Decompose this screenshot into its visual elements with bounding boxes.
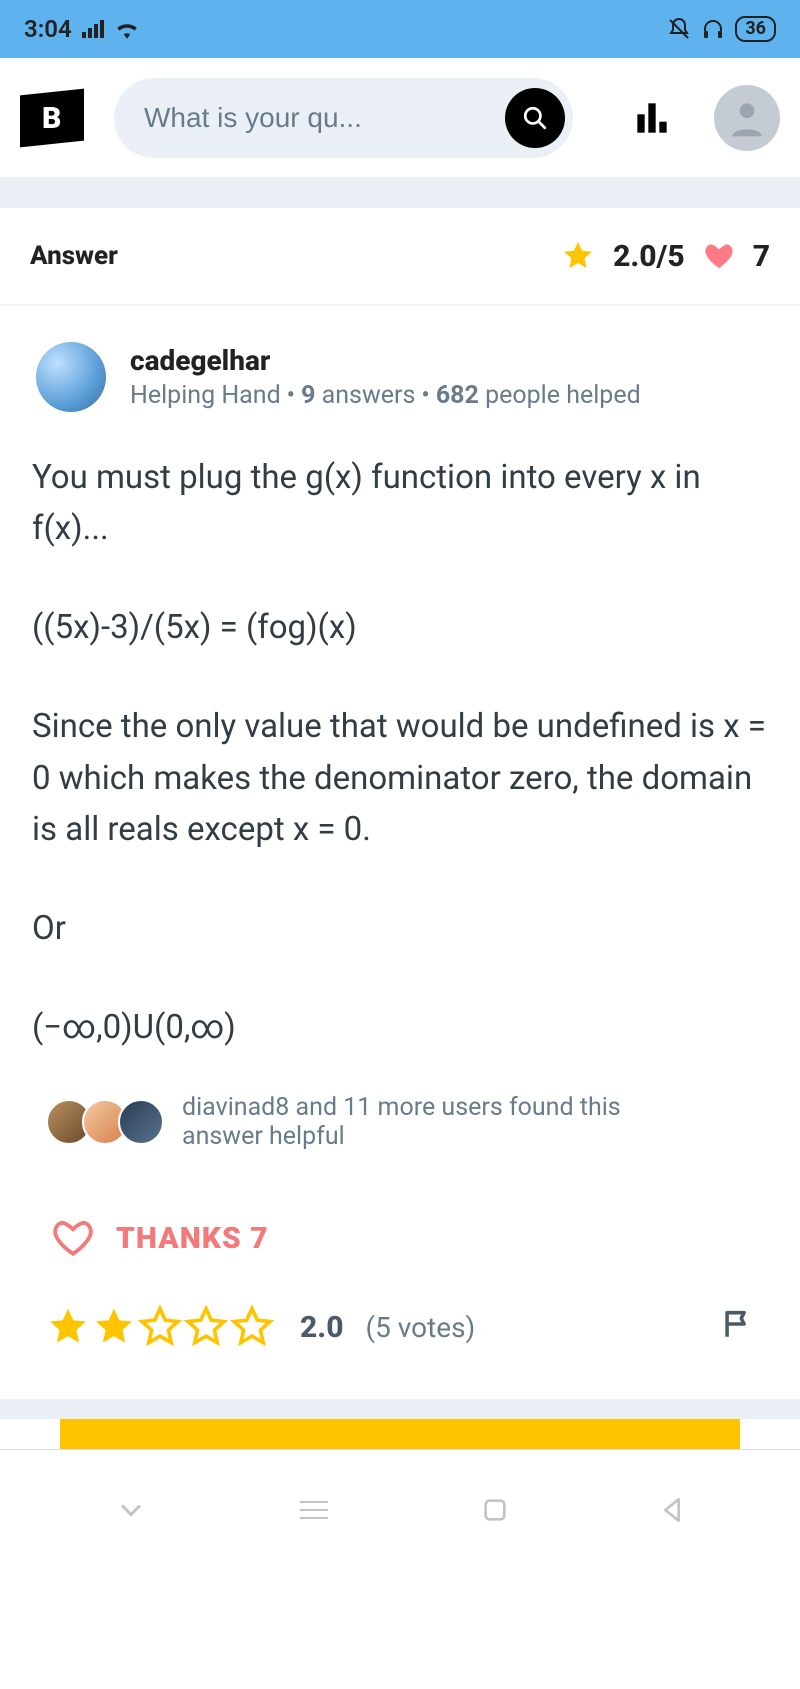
app-header: B (0, 58, 800, 178)
author-rank: Helping Hand (130, 381, 281, 410)
rating-text: 2.0/5 (613, 239, 685, 274)
search-icon (522, 105, 548, 131)
rating-votes: (5 votes) (366, 1311, 476, 1344)
battery-level: 36 (735, 16, 776, 42)
mute-icon (667, 17, 691, 41)
author-helped-word: people helped (485, 381, 641, 410)
headphones-icon (701, 17, 725, 41)
signal-icon (82, 20, 104, 38)
heart-icon (703, 240, 735, 272)
status-right: 36 (667, 16, 776, 42)
ad-banner[interactable] (60, 1419, 740, 1449)
section-divider (0, 178, 800, 208)
answer-paragraph: You must plug the g(x) function into eve… (32, 452, 768, 554)
section-divider (0, 1399, 800, 1419)
answer-header-row: Answer 2.0/5 7 (0, 208, 800, 306)
helpful-avatars[interactable] (46, 1099, 164, 1145)
helpful-text: diavinad8 and 11 more users found this a… (182, 1093, 702, 1151)
helpful-row: diavinad8 and 11 more users found this a… (0, 1093, 800, 1181)
flag-icon (720, 1307, 754, 1341)
android-status-bar: 3:04 36 (0, 0, 800, 58)
answer-label: Answer (30, 241, 118, 271)
rating-row: 2.0 (5 votes) (0, 1279, 800, 1389)
thanks-label: THANKS 7 (116, 1221, 269, 1256)
author-avatar[interactable] (36, 342, 106, 412)
star-icon (561, 239, 595, 273)
author-answers-word: answers (322, 381, 416, 410)
brainly-logo[interactable]: B (20, 88, 84, 147)
author-answers-count: 9 (301, 381, 315, 410)
wifi-icon (114, 19, 140, 39)
answer-paragraph: ((5x)-3)/(5x) = (fog)(x) (32, 602, 768, 653)
answer-body: You must plug the g(x) function into eve… (0, 422, 800, 1093)
android-nav-bar (0, 1450, 800, 1570)
answer-paragraph: Or (32, 903, 768, 954)
home-icon[interactable] (479, 1494, 511, 1526)
answer-meta: 2.0/5 7 (561, 239, 770, 274)
author-info: cadegelhar Helping Hand•9 answers•682 pe… (130, 344, 641, 410)
star-icon[interactable] (138, 1305, 182, 1349)
star-icon[interactable] (230, 1305, 274, 1349)
thanks-count: 7 (753, 239, 770, 274)
rating-score: 2.0 (300, 1310, 344, 1345)
star-icon[interactable] (184, 1305, 228, 1349)
stats-icon[interactable] (630, 96, 674, 140)
recents-icon[interactable] (294, 1495, 334, 1525)
author-helped-count: 682 (436, 381, 479, 410)
back-icon[interactable] (656, 1494, 688, 1526)
answer-paragraph: Since the only value that would be undef… (32, 701, 768, 854)
star-rating[interactable] (46, 1305, 274, 1349)
profile-button[interactable] (714, 85, 780, 151)
author-subline: Helping Hand•9 answers•682 people helped (130, 381, 641, 410)
author-username[interactable]: cadegelhar (130, 344, 641, 377)
person-icon (725, 96, 769, 140)
clock: 3:04 (24, 15, 72, 43)
chevron-down-icon[interactable] (113, 1492, 149, 1528)
author-row[interactable]: cadegelhar Helping Hand•9 answers•682 pe… (0, 306, 800, 422)
answer-paragraph: (−∞,0)U(0,∞) (32, 1002, 768, 1053)
search-button[interactable] (505, 88, 565, 148)
thanks-button[interactable]: THANKS 7 (0, 1181, 800, 1279)
star-icon[interactable] (46, 1305, 90, 1349)
heart-outline-icon (52, 1217, 94, 1259)
flag-button[interactable] (720, 1307, 754, 1348)
search-bar[interactable] (114, 78, 573, 158)
helpful-avatar[interactable] (118, 1099, 164, 1145)
status-left: 3:04 (24, 15, 140, 43)
star-icon[interactable] (92, 1305, 136, 1349)
search-input[interactable] (144, 102, 505, 134)
